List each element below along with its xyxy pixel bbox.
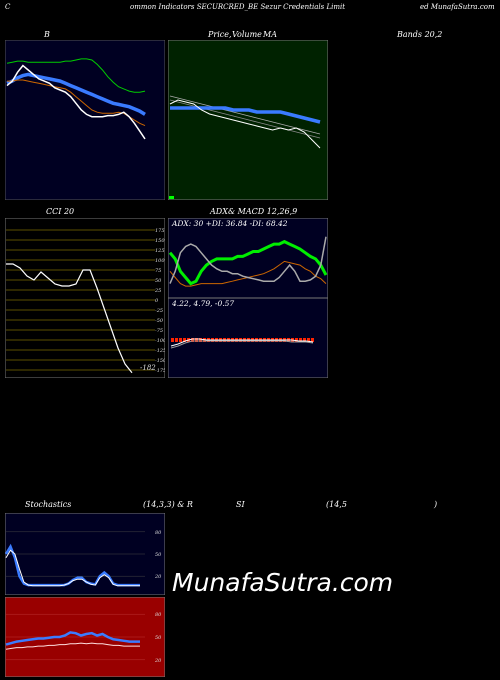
macd-histogram-bar xyxy=(307,338,310,342)
price-series-line xyxy=(169,99,321,149)
price-series-line xyxy=(170,106,321,124)
bollinger-series-line xyxy=(6,58,146,93)
adx-title: ADX xyxy=(210,207,228,216)
macd-histogram-bar xyxy=(295,338,298,342)
adx-panel: ADX: 30 +DI: 36.84 -DI: 68.42 4.22, 4.79… xyxy=(168,218,328,378)
macd-histogram-bar xyxy=(195,338,198,342)
price-panel xyxy=(168,40,328,200)
cci-tick-label: -75 xyxy=(155,328,163,334)
adx-macd-chart xyxy=(168,218,328,378)
macd-histogram-bar xyxy=(175,338,178,342)
cci-tick-label: -100 xyxy=(155,338,165,344)
watermark: MunafaSutra.com xyxy=(172,568,394,597)
macd-histogram-bar xyxy=(179,338,182,342)
cci-tick-label: 50 xyxy=(155,278,162,284)
rsi-params: (14,5 xyxy=(326,500,347,509)
rsi-chart: 80 50 20 xyxy=(5,597,165,677)
rsi-tick-label: 20 xyxy=(154,658,162,664)
bollinger-series-line xyxy=(6,64,146,140)
macd-readout: 4.22, 4.79, -0.57 xyxy=(172,299,235,308)
bollinger-chart xyxy=(5,40,165,200)
volume-title: Volume xyxy=(232,30,262,39)
cci-tick-label: -175 xyxy=(155,368,165,374)
macd-histogram-bar xyxy=(311,338,314,342)
cci-tick-label: 25 xyxy=(154,288,161,294)
rsi-tick-label: 80 xyxy=(155,612,162,618)
macd-histogram-bar xyxy=(299,338,302,342)
rsi-line xyxy=(5,631,140,646)
cci-tick-label: 150 xyxy=(155,238,165,244)
stoch-tick-label: 80 xyxy=(155,530,162,536)
header-left: C xyxy=(5,3,11,11)
stoch-tick-label: 50 xyxy=(155,552,162,558)
header-right: ed MunafaSutra.com xyxy=(420,3,495,11)
bollinger-panel xyxy=(5,40,165,200)
cci-tick-label: 0 xyxy=(155,298,159,304)
stoch-d-line xyxy=(5,549,140,587)
cci-panel: 175 150 125 100 75 50 25 0 -25 -50 -75 -100 -125 -150… xyxy=(5,218,165,378)
cci-last-value: -182 xyxy=(140,364,156,372)
stoch-chart: 80 50 20 xyxy=(5,513,165,595)
cci-tick-label: -25 xyxy=(155,308,163,314)
price-series-line xyxy=(169,95,321,135)
cci-tick-label: 175 xyxy=(155,228,165,234)
cci-tick-label: -125 xyxy=(155,348,165,354)
macd-title: & MACD 12,26,9 xyxy=(228,207,298,216)
cci-chart: 175 150 125 100 75 50 25 0 -25 -50 -75 -100 -125 -150… xyxy=(5,218,165,378)
stoch-tick-label: 20 xyxy=(154,574,162,580)
rsi-close: ) xyxy=(434,500,438,509)
macd-histogram-bar xyxy=(191,338,194,342)
ma-title: MA xyxy=(263,30,277,39)
macd-histogram-bar xyxy=(171,338,174,342)
rsi-panel: 80 50 20 xyxy=(5,597,165,677)
price-title: Price, xyxy=(208,30,232,39)
macd-histogram-bar xyxy=(199,338,202,342)
adx-series-line xyxy=(168,239,328,286)
bollinger-title: B xyxy=(44,30,50,39)
bands-title: Bands 20,2 xyxy=(397,30,443,39)
bollinger-series-line xyxy=(6,72,146,116)
adx-readout: ADX: 30 +DI: 36.84 -DI: 68.42 xyxy=(172,219,288,228)
rsi-ma-line xyxy=(5,642,140,650)
header-title: ommon Indicators SECURCRED_BE Sezur Cred… xyxy=(130,3,346,11)
cci-tick-label: -150 xyxy=(155,358,165,364)
cci-title: CCI 20 xyxy=(46,207,75,216)
stoch-params: (14,3,3) & R xyxy=(143,500,193,509)
rsi-title: SI xyxy=(236,500,245,509)
stoch-title: Stochastics xyxy=(25,500,72,509)
stoch-panel: 80 50 20 xyxy=(5,513,165,595)
cci-tick-label: 75 xyxy=(155,268,161,274)
cci-tick-label: 125 xyxy=(155,248,165,254)
macd-histogram-bar xyxy=(183,338,186,342)
cci-tick-label: -50 xyxy=(155,318,164,324)
macd-line xyxy=(170,338,314,347)
price-chart xyxy=(168,40,328,200)
macd-signal-line xyxy=(170,340,314,349)
cci-line xyxy=(6,263,133,374)
macd-histogram-bar xyxy=(303,338,306,342)
rsi-tick-label: 50 xyxy=(155,635,162,641)
adx-series-line xyxy=(169,236,327,284)
cci-tick-label: 100 xyxy=(155,258,165,264)
